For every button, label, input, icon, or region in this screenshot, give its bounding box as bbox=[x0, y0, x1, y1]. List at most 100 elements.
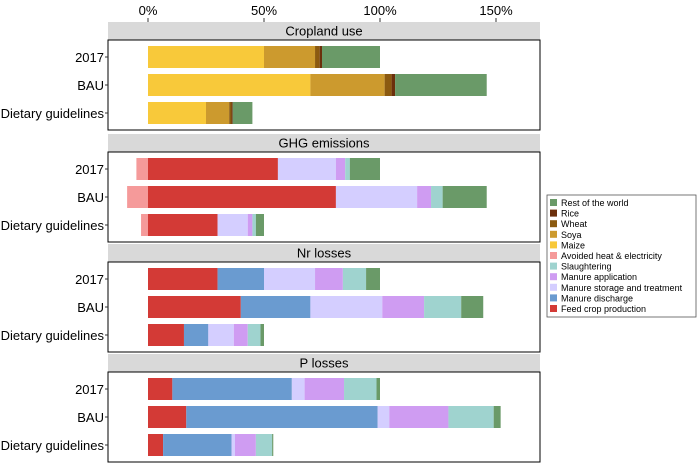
bar-segment-avoided-heat-electricity bbox=[127, 186, 148, 208]
bar-segment-manure-storage-and-treatment bbox=[217, 214, 248, 236]
legend-label: Maize bbox=[561, 240, 585, 250]
legend-label: Manure storage and treatment bbox=[561, 283, 683, 293]
x-tick-label: 50% bbox=[251, 3, 277, 18]
y-category-label: 2017 bbox=[75, 50, 104, 65]
bar-segment-rest-of-the-world bbox=[376, 378, 380, 400]
y-category-label: Dietary guidelines bbox=[1, 438, 105, 453]
panel-title: GHG emissions bbox=[278, 136, 370, 151]
chart-panels: Cropland use 2017 BAU Dietary guidelines GHG… bbox=[1, 22, 541, 463]
x-axis-top: 0% 50% 100% 150% bbox=[139, 3, 513, 22]
bar-segment-manure-storage-and-treatment bbox=[208, 324, 234, 346]
bar-segment-rest-of-the-world bbox=[232, 102, 253, 124]
bar-segment-rice bbox=[391, 74, 396, 96]
bar-segment-rice bbox=[319, 46, 322, 68]
bar-segment-manure-discharge bbox=[217, 268, 264, 290]
legend-label: Rice bbox=[561, 209, 579, 219]
bar-segment-manure-application bbox=[417, 186, 432, 208]
bar-segment-avoided-heat-electricity bbox=[141, 214, 148, 236]
legend-swatch bbox=[550, 230, 557, 238]
bar-segment-maize bbox=[148, 102, 206, 124]
y-category-label: 2017 bbox=[75, 162, 104, 177]
y-category-label: 2017 bbox=[75, 272, 104, 287]
bar-segment-slaughtering bbox=[247, 324, 261, 346]
panel-nr-losses: Nr losses 2017 BAU Dietary guidelines bbox=[1, 244, 541, 353]
bar-segment-rest-of-the-world bbox=[395, 74, 487, 96]
legend-swatch bbox=[550, 262, 557, 270]
bar-segment-avoided-heat-electricity bbox=[136, 158, 148, 180]
legend-swatch bbox=[550, 252, 557, 259]
legend-label: Manure application bbox=[561, 272, 637, 282]
bar-segment-manure-discharge bbox=[183, 324, 209, 346]
bar-segment-soya bbox=[310, 74, 385, 96]
panel-title: Cropland use bbox=[285, 24, 362, 39]
bar-segment-manure-application bbox=[304, 378, 345, 400]
bar-segment-wheat bbox=[229, 102, 232, 124]
bar-segment-feed-crop-production bbox=[148, 378, 173, 400]
y-category-label: BAU bbox=[77, 300, 104, 315]
legend-label: Slaughtering bbox=[561, 262, 612, 272]
bar-segment-slaughtering bbox=[342, 268, 367, 290]
legend-label: Feed crop production bbox=[561, 304, 646, 314]
y-category-label: BAU bbox=[77, 78, 104, 93]
bar-segment-maize bbox=[148, 46, 264, 68]
x-tick-label: 150% bbox=[479, 3, 513, 18]
bar-segment-slaughtering bbox=[448, 406, 494, 428]
bar-segment-slaughtering bbox=[255, 434, 273, 456]
bar-segment-rest-of-the-world bbox=[255, 214, 264, 236]
legend-swatch bbox=[550, 273, 557, 281]
legend-label: Avoided heat & electricity bbox=[561, 251, 662, 261]
legend-swatch bbox=[550, 283, 557, 291]
bar-segment-rest-of-the-world bbox=[272, 434, 274, 456]
bar-segment-rest-of-the-world bbox=[260, 324, 264, 346]
bar-segment-manure-storage-and-treatment bbox=[277, 158, 336, 180]
bar-segment-slaughtering bbox=[344, 378, 377, 400]
bar-segment-manure-discharge bbox=[240, 296, 311, 318]
panel-cropland-use: Cropland use 2017 BAU Dietary guidelines bbox=[1, 22, 541, 131]
bar-segment-manure-discharge bbox=[172, 378, 292, 400]
y-category-label: BAU bbox=[77, 410, 104, 425]
bar-segment-manure-discharge bbox=[186, 406, 378, 428]
x-tick-label: 100% bbox=[363, 3, 397, 18]
bar-segment-manure-storage-and-treatment bbox=[231, 434, 235, 456]
bar-segment-feed-crop-production bbox=[148, 186, 336, 208]
bar-segment-feed-crop-production bbox=[148, 158, 278, 180]
legend-label: Wheat bbox=[561, 219, 588, 229]
bar-segment-manure-application bbox=[235, 434, 256, 456]
bar-segment-soya bbox=[206, 102, 230, 124]
panel-title: P losses bbox=[300, 356, 349, 371]
panel-strip bbox=[108, 354, 540, 372]
legend-box bbox=[546, 194, 697, 318]
bar-segment-feed-crop-production bbox=[148, 296, 241, 318]
legend-label: Rest of the world bbox=[561, 198, 629, 208]
legend-swatch bbox=[550, 241, 557, 249]
bar-segment-manure-storage-and-treatment bbox=[291, 378, 305, 400]
bar-segment-feed-crop-production bbox=[148, 406, 187, 428]
legend-swatch bbox=[550, 209, 557, 217]
bar-segment-manure-storage-and-treatment bbox=[310, 296, 383, 318]
legend-label: Manure discharge bbox=[561, 293, 633, 303]
bar-segment-maize bbox=[148, 74, 311, 96]
bar-segment-manure-storage-and-treatment bbox=[377, 406, 390, 428]
legend-swatch bbox=[550, 199, 557, 206]
bar-segment-manure-application bbox=[389, 406, 449, 428]
bar-segment-manure-storage-and-treatment bbox=[264, 268, 316, 290]
bar-segment-slaughtering bbox=[424, 296, 462, 318]
bar-segment-manure-storage-and-treatment bbox=[335, 186, 418, 208]
panel-p-losses: P losses 2017 BAU Dietary guidelines bbox=[1, 354, 541, 463]
y-category-label: Dietary guidelines bbox=[1, 106, 105, 121]
bar-segment-wheat bbox=[315, 46, 320, 68]
bar-segment-slaughtering bbox=[431, 186, 443, 208]
bar-segment-feed-crop-production bbox=[148, 324, 184, 346]
bar-segment-manure-application bbox=[335, 158, 346, 180]
bar-segment-manure-application bbox=[247, 214, 253, 236]
bar-segment-feed-crop-production bbox=[148, 214, 218, 236]
legend-label: Soya bbox=[561, 230, 582, 240]
bar-segment-manure-application bbox=[233, 324, 248, 346]
bar-segment-rest-of-the-world bbox=[493, 406, 501, 428]
bar-segment-wheat bbox=[384, 74, 392, 96]
legend-swatch bbox=[550, 220, 557, 228]
panel-strip bbox=[108, 22, 540, 40]
y-category-label: Dietary guidelines bbox=[1, 218, 105, 233]
panel-ghg-emissions: GHG emissions 2017 BAU Dietary guidelines bbox=[1, 134, 541, 243]
